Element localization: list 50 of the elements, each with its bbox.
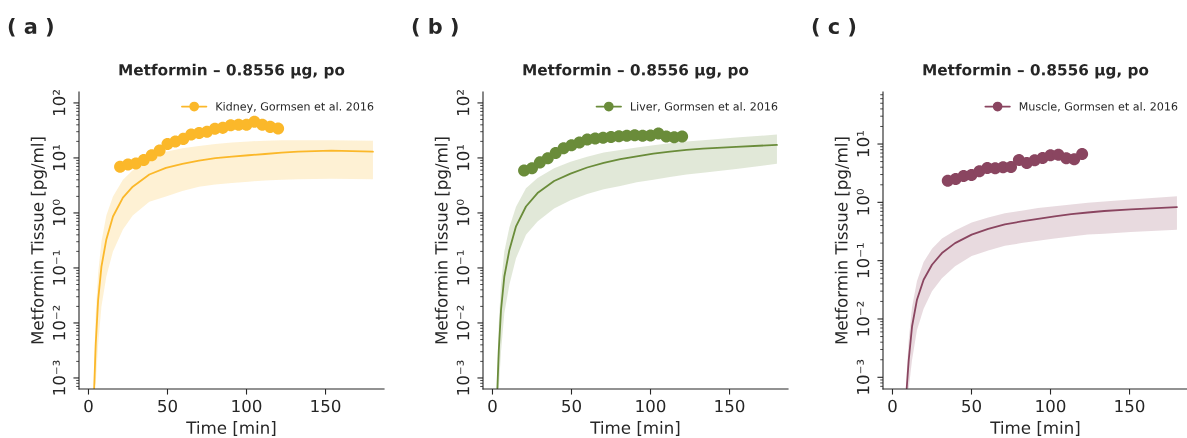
chart-title: Metformin – 0.8556 µg, po bbox=[119, 63, 345, 79]
y-tick-label: 10⁻² bbox=[52, 305, 66, 340]
point bbox=[525, 162, 538, 175]
x-tick-label: 100 bbox=[636, 399, 666, 413]
y-tick-label: 10¹ bbox=[456, 144, 470, 171]
y-axis-title: Metformin Tissue [pg/ml] bbox=[30, 137, 47, 344]
x-tick-label: 150 bbox=[311, 399, 341, 413]
legend-label: Muscle, Gormsen et al. 2016 bbox=[1019, 102, 1178, 112]
y-tick-label: 10⁰ bbox=[52, 199, 66, 226]
y-tick-label: 10¹ bbox=[856, 130, 870, 157]
x-tick-label: 0 bbox=[888, 399, 897, 413]
y-tick-label: 10⁰ bbox=[456, 199, 470, 226]
y-tick-label: 10⁻² bbox=[456, 305, 470, 340]
x-tick-label: 0 bbox=[84, 399, 93, 413]
x-axis-title: Time [min] bbox=[186, 421, 276, 436]
legend-label: Kidney, Gormsen et al. 2016 bbox=[216, 102, 374, 113]
x-tick-label: 0 bbox=[488, 399, 497, 413]
x-tick-label: 50 bbox=[962, 399, 981, 413]
y-tick-label: 10² bbox=[456, 90, 470, 116]
x-tick-label: 150 bbox=[1115, 399, 1145, 413]
chart-title: Metformin – 0.8556 µg, po bbox=[923, 63, 1149, 79]
y-tick-label: 10⁻³ bbox=[52, 360, 66, 395]
y-tick-label: 10⁻¹ bbox=[52, 250, 66, 285]
y-tick-label: 10⁰ bbox=[856, 188, 870, 215]
chart-title: Metformin – 0.8556 µg, po bbox=[523, 63, 749, 79]
legend-label: Liver, Gormsen et al. 2016 bbox=[631, 102, 778, 112]
y-tick-label: 10⁻³ bbox=[456, 360, 470, 395]
x-tick-label: 50 bbox=[158, 399, 177, 413]
point bbox=[1076, 148, 1089, 161]
y-axis-title: Metformin Tissue [pg/ml] bbox=[834, 137, 851, 344]
point bbox=[272, 122, 285, 135]
y-tick-label: 10¹ bbox=[52, 144, 66, 171]
x-tick-label: 50 bbox=[562, 399, 581, 413]
x-tick-label: 100 bbox=[232, 399, 262, 413]
text: ( b ) bbox=[412, 17, 458, 37]
point bbox=[1004, 160, 1018, 173]
point bbox=[153, 144, 166, 157]
x-axis-title: Time [min] bbox=[590, 421, 680, 436]
text: ( c ) bbox=[812, 17, 856, 37]
y-tick-label: 10² bbox=[52, 90, 66, 116]
x-axis-title: Time [min] bbox=[990, 421, 1080, 436]
y-tick-label: 10⁻² bbox=[856, 301, 870, 336]
x-tick-label: 100 bbox=[1036, 399, 1066, 413]
point bbox=[676, 130, 689, 143]
y-tick-label: 10⁻¹ bbox=[456, 250, 470, 285]
y-tick-label: 10⁻³ bbox=[856, 359, 870, 394]
y-tick-label: 10⁻¹ bbox=[856, 243, 870, 278]
y-axis-title: Metformin Tissue [pg/ml] bbox=[434, 137, 451, 344]
text: ( a ) bbox=[8, 17, 53, 37]
x-tick-label: 150 bbox=[715, 399, 745, 413]
